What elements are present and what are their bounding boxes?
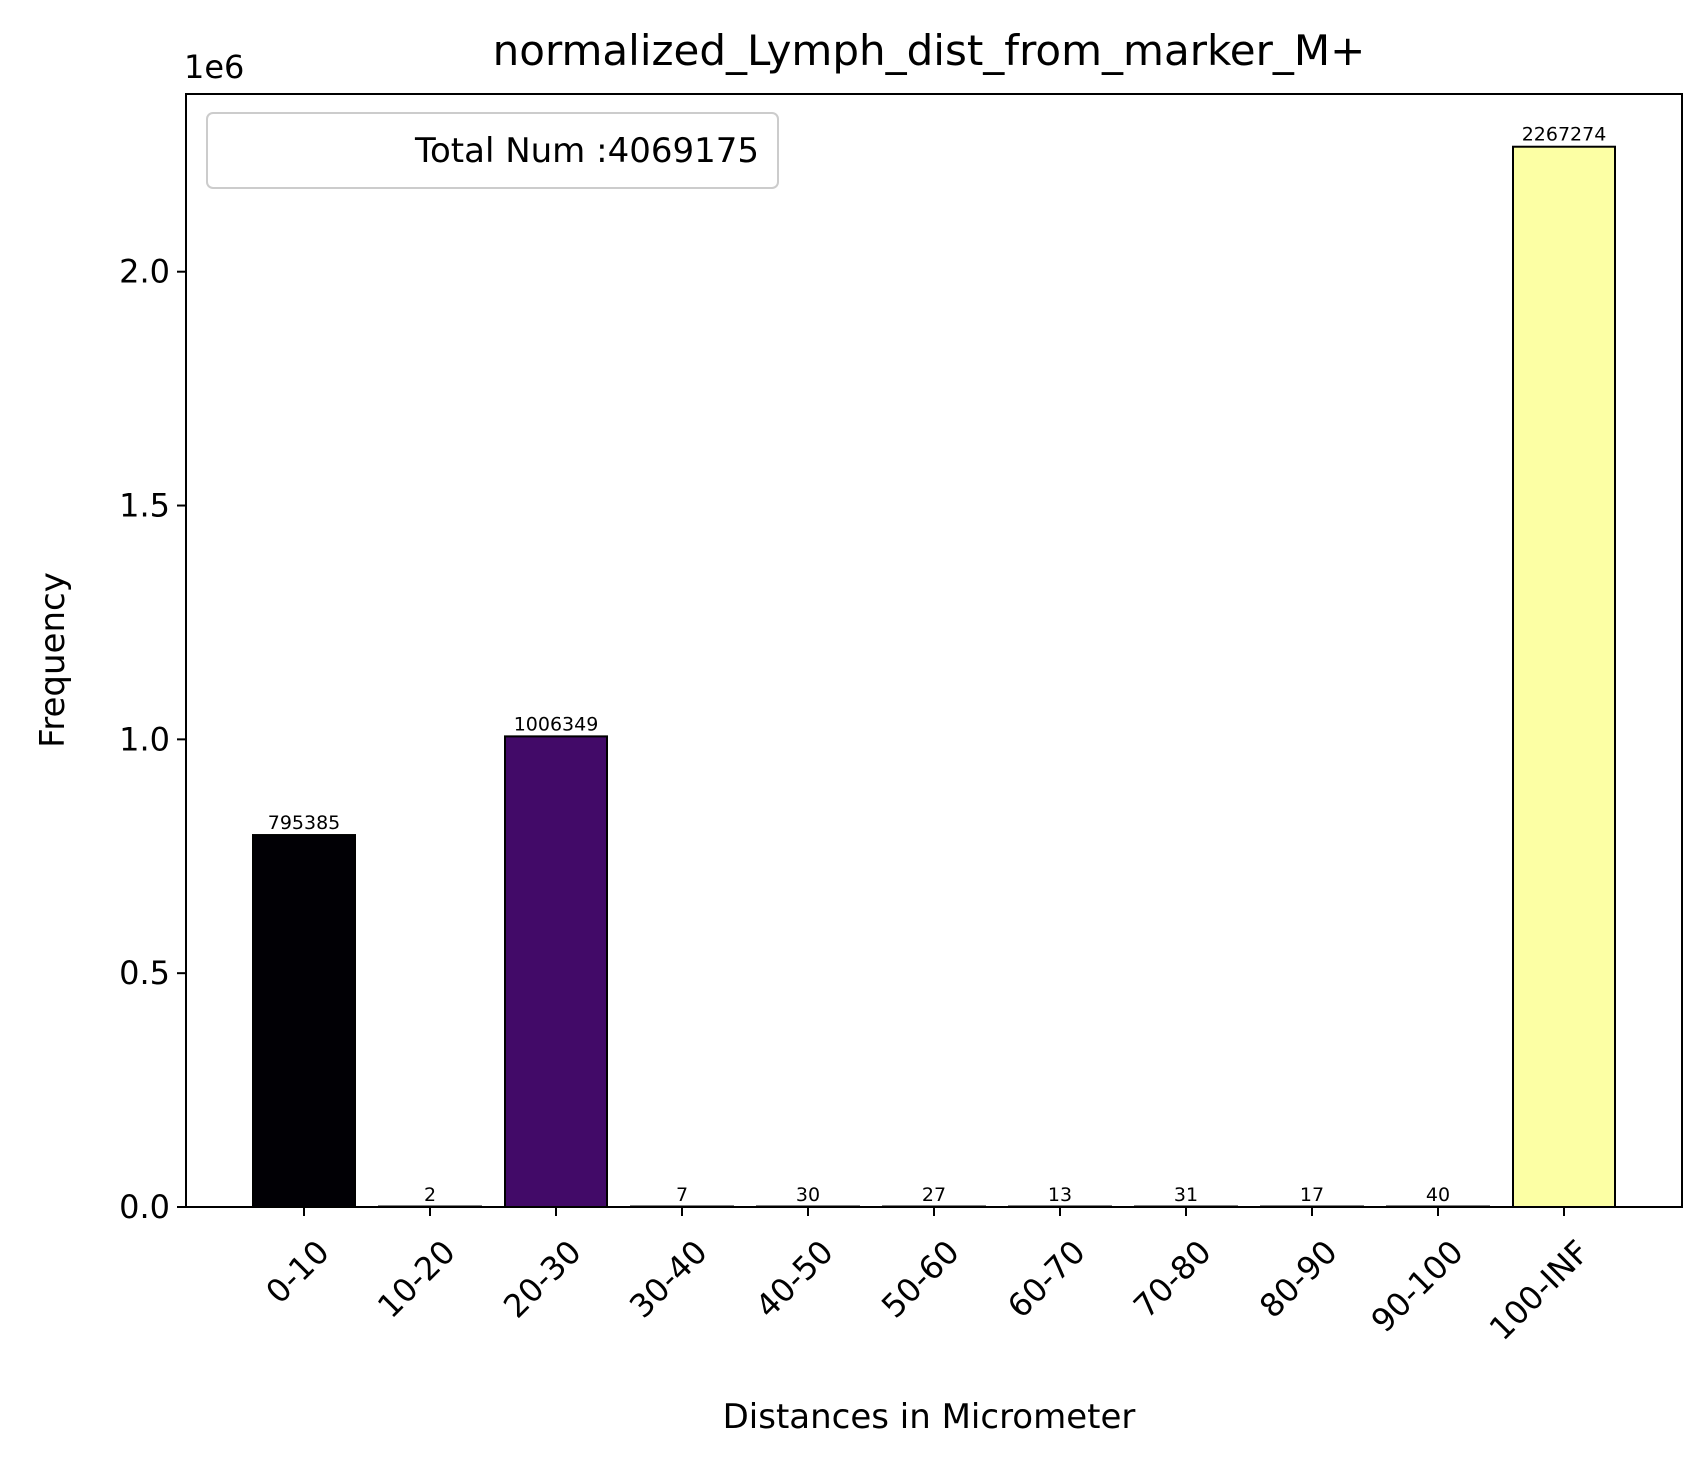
bar-value-label: 7: [676, 1184, 688, 1206]
bar-value-label: 30: [796, 1184, 820, 1206]
value-labels-layer: 795385 2 1006349 7 30 27 13 31 17 40 2267274: [268, 124, 1607, 1206]
bar-value-label: 31: [1174, 1184, 1198, 1206]
y-axis-label: Frequency: [33, 572, 73, 748]
legend: Total Num :4069175: [206, 112, 779, 189]
y-axis-offset-label: 1e6: [184, 48, 244, 86]
y-axis-ticks: 0.0 0.5 1.0 1.5 2.0: [119, 253, 186, 1226]
y-tick-label: 1.5: [119, 487, 170, 525]
chart-title: normalized_Lymph_dist_from_marker_M+: [493, 26, 1366, 75]
x-axis-label: Distances in Micrometer: [723, 1397, 1136, 1437]
bars-layer: [252, 145, 1616, 1209]
bar-20-30: [504, 735, 608, 1208]
bar-0-10: [252, 834, 356, 1208]
bar-value-label: 2: [424, 1184, 436, 1206]
y-tick-label: 0.5: [119, 954, 170, 992]
y-tick-label: 1.0: [119, 720, 170, 758]
bar-value-label: 27: [922, 1184, 946, 1206]
bar-value-label: 795385: [268, 812, 341, 834]
bar-100-INF: [1512, 145, 1616, 1209]
bar-value-label: 1006349: [514, 713, 599, 735]
legend-box: [206, 112, 779, 189]
y-tick-label: 0.0: [119, 1188, 170, 1226]
plot-area-frame: [185, 93, 1683, 1208]
bar-value-label: 13: [1048, 1184, 1072, 1206]
y-tick-label: 2.0: [119, 253, 170, 291]
bar-value-label: 17: [1300, 1184, 1324, 1206]
bar-value-label: 2267274: [1522, 124, 1607, 146]
legend-entry-total: Total Num :4069175: [414, 131, 759, 171]
bar-value-label: 40: [1426, 1184, 1450, 1206]
